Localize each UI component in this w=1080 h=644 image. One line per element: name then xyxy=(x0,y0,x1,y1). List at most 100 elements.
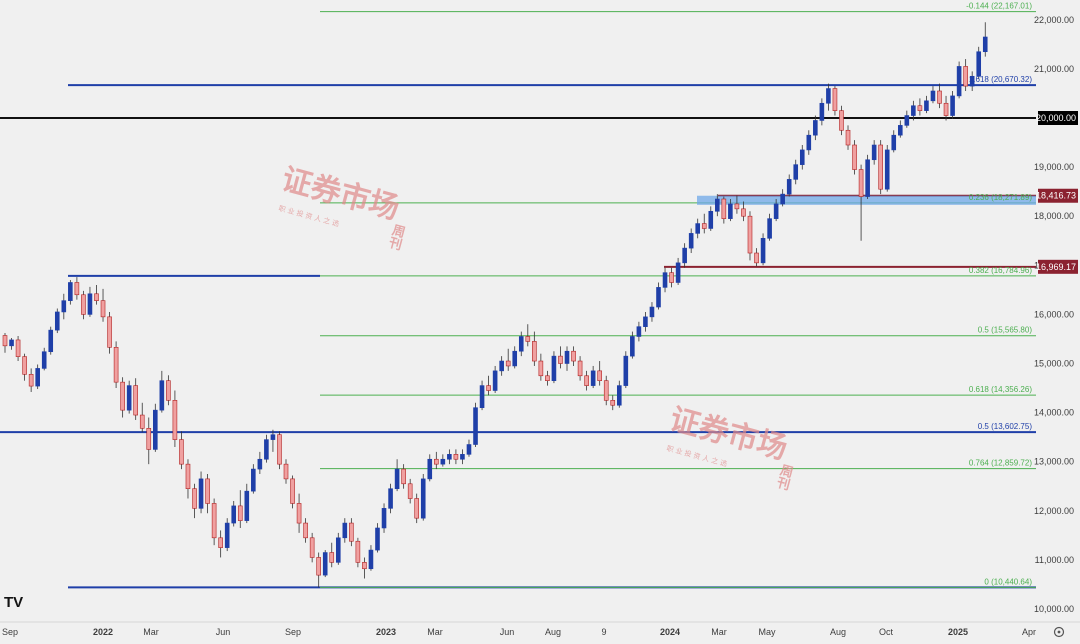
candle-down xyxy=(525,336,531,342)
candle-up xyxy=(695,223,701,234)
candle-up xyxy=(616,385,622,406)
settings-icon[interactable] xyxy=(1053,626,1065,638)
x-tick-label: Aug xyxy=(830,627,846,637)
candle-down xyxy=(917,105,923,111)
candle-down xyxy=(211,503,217,539)
candle-up xyxy=(473,407,478,445)
candle-up xyxy=(662,272,668,288)
candle-down xyxy=(192,488,197,509)
candle-up xyxy=(322,552,328,576)
price-tag xyxy=(1038,111,1078,125)
candle-up xyxy=(806,134,812,151)
candle-down xyxy=(146,428,152,450)
candle-up xyxy=(969,75,975,87)
candle-up xyxy=(982,36,988,53)
candle-down xyxy=(878,144,883,190)
candle-up xyxy=(786,179,792,195)
candle-up xyxy=(891,134,897,151)
price-tag xyxy=(1038,188,1078,203)
candle-up xyxy=(976,51,982,77)
candle-down xyxy=(316,557,321,576)
level-label: 0.382 (16,784.96) xyxy=(969,266,1032,275)
y-axis[interactable]: 22,000.0021,000.0019,000.0018,000.0017,0… xyxy=(1034,15,1078,614)
candle-up xyxy=(715,198,720,212)
candle-up xyxy=(773,203,779,219)
candle-up xyxy=(68,282,73,301)
level-label: 0.236 (18,271.89) xyxy=(969,193,1032,202)
candle-up xyxy=(9,339,14,347)
candle-down xyxy=(754,252,759,264)
candle-up xyxy=(388,488,393,509)
candle-down xyxy=(597,370,602,381)
candle-up xyxy=(636,326,642,337)
candle-up xyxy=(564,350,570,364)
candle-down xyxy=(100,300,106,318)
price-tag-label: 18,416.73 xyxy=(1036,191,1076,201)
candle-up xyxy=(153,409,158,450)
candle-down xyxy=(107,316,112,348)
candle-down xyxy=(852,144,857,170)
price-tag xyxy=(1038,259,1078,274)
candle-down xyxy=(218,537,223,548)
candle-up xyxy=(41,351,47,369)
candle-up xyxy=(440,458,446,465)
candle-down xyxy=(277,434,282,465)
candle-down xyxy=(2,335,8,347)
candle-down xyxy=(94,293,99,301)
candle-up xyxy=(590,370,596,386)
x-tick-label: Aug xyxy=(545,627,561,637)
candle-down xyxy=(355,540,361,563)
candle-down xyxy=(741,208,746,217)
candle-up xyxy=(394,468,400,490)
candle-up xyxy=(871,144,877,161)
candle-down xyxy=(486,385,491,391)
candle-up xyxy=(264,439,269,460)
x-tick-label: 2024 xyxy=(660,627,680,637)
x-tick-label: Sep xyxy=(285,627,301,637)
candle-up xyxy=(793,164,799,180)
candle-down xyxy=(113,346,119,383)
candle-down xyxy=(577,360,583,377)
x-tick-label: Jun xyxy=(500,627,515,637)
candle-up xyxy=(865,159,870,197)
candle-up xyxy=(767,218,772,239)
candle-down xyxy=(22,356,27,375)
y-tick-label: 14,000.00 xyxy=(1034,408,1074,418)
tradingview-logo[interactable]: TV xyxy=(4,594,23,611)
candle-up xyxy=(342,522,348,539)
candle-up xyxy=(682,247,687,264)
candle-down xyxy=(309,537,315,558)
candle-up xyxy=(708,210,714,229)
candle-up xyxy=(780,193,785,205)
candle-up xyxy=(950,95,955,116)
candle-down xyxy=(558,355,563,364)
candle-up xyxy=(911,105,916,116)
candle-down xyxy=(603,380,609,401)
candle-down xyxy=(858,169,864,197)
y-tick-label: 21,000.00 xyxy=(1034,64,1074,74)
candle-up xyxy=(198,478,204,509)
candle-down xyxy=(28,374,34,387)
candle-up xyxy=(87,293,93,315)
candle-up xyxy=(551,355,557,381)
x-axis[interactable]: Sep 2022 Mar Jun Sep 2023 Mar Jun Aug 9 2024 Mar May… xyxy=(0,621,1080,637)
candle-up xyxy=(884,149,890,190)
candle-down xyxy=(185,463,191,490)
candle-down xyxy=(747,215,753,254)
candle-down xyxy=(453,454,459,460)
x-tick-label: 2023 xyxy=(376,627,396,637)
candle-down xyxy=(571,350,576,362)
candle-down xyxy=(721,198,727,219)
candle-down xyxy=(610,400,616,406)
candle-down xyxy=(120,381,125,411)
candle-up xyxy=(956,66,962,97)
candle-down xyxy=(81,294,86,315)
candle-down xyxy=(139,414,145,429)
candle-up xyxy=(231,505,237,524)
candle-up xyxy=(813,120,818,136)
level-label: 0.5 (15,565.80) xyxy=(978,326,1033,335)
candle-down xyxy=(669,272,674,283)
candle-up xyxy=(54,311,60,331)
